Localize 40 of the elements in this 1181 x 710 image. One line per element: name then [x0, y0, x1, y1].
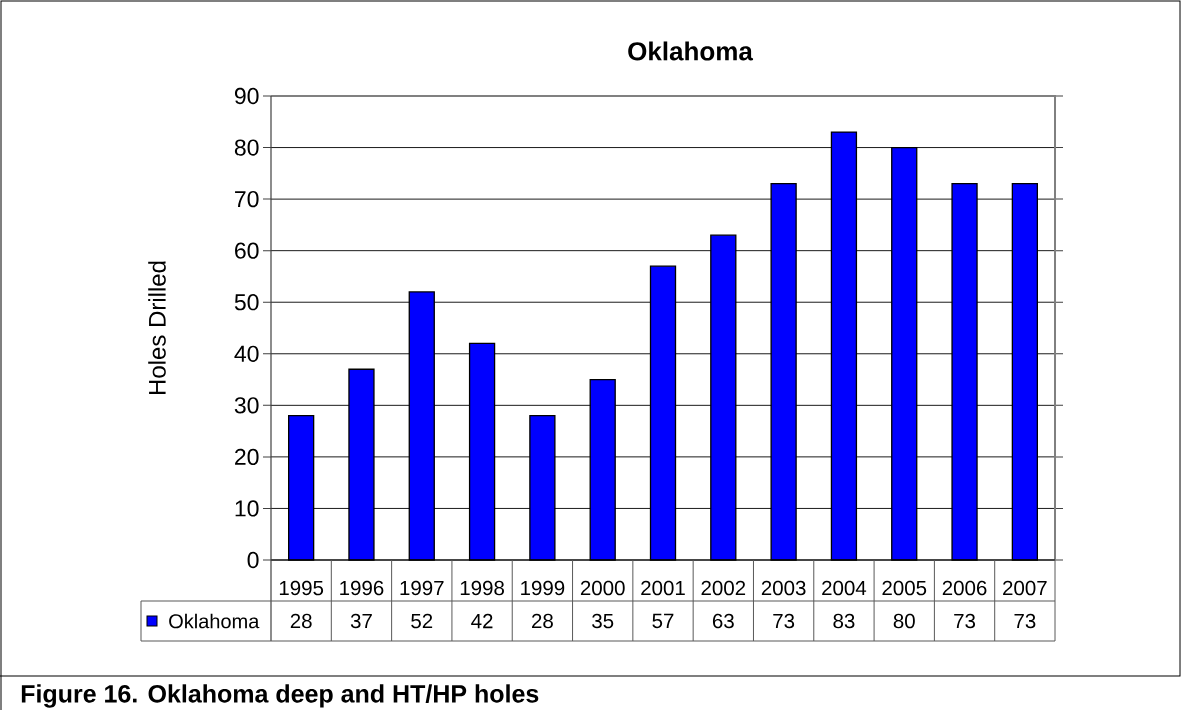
x-tick-label: 2006	[942, 580, 987, 596]
x-tick-label: 1995	[279, 580, 324, 596]
data-label: 80	[893, 613, 915, 629]
data-label: 52	[411, 613, 433, 629]
y-tick-label: 30	[234, 397, 259, 414]
x-tick-label: 2002	[701, 580, 746, 596]
data-label: 57	[652, 613, 674, 629]
y-tick-label: 20	[235, 448, 259, 466]
data-label: 28	[532, 613, 553, 629]
y-tick-label: 80	[234, 139, 259, 156]
y-tick-label: 60	[235, 242, 259, 259]
x-tick-label: 1997	[400, 580, 444, 596]
legend-label: Oklahoma	[169, 613, 260, 629]
x-tick-label: 1996	[340, 580, 384, 596]
y-tick-label: 0	[247, 551, 259, 569]
y-axis-title: Holes Drilled	[148, 261, 166, 395]
data-label: 63	[712, 613, 734, 629]
data-label: 73	[954, 613, 976, 629]
data-label: 83	[833, 613, 855, 629]
y-tick-label: 90	[234, 87, 259, 105]
x-tick-label: 2003	[761, 580, 806, 596]
y-tick-label: 10	[235, 500, 259, 517]
x-tick-label: 2005	[882, 580, 927, 596]
data-label: 37	[350, 613, 372, 629]
data-label: 28	[290, 613, 312, 629]
x-tick-label: 2001	[641, 580, 685, 596]
y-tick-label: 50	[234, 294, 259, 311]
x-tick-label: 1998	[460, 580, 504, 596]
x-tick-label: 1999	[521, 580, 565, 596]
data-label: 73	[1014, 613, 1036, 629]
caption: Figure 16. Oklahoma deep and HT/HP holes	[21, 684, 539, 708]
data-label: 42	[471, 613, 493, 629]
y-tick-label: 70	[235, 190, 259, 208]
data-label: 35	[592, 613, 614, 629]
x-tick-label: 2000	[580, 580, 625, 596]
x-tick-label: 2004	[822, 580, 867, 596]
y-tick-label: 40	[234, 345, 259, 362]
chart-title: Oklahoma	[628, 41, 754, 61]
data-label: 73	[773, 613, 795, 629]
x-tick-label: 2007	[1003, 580, 1047, 596]
